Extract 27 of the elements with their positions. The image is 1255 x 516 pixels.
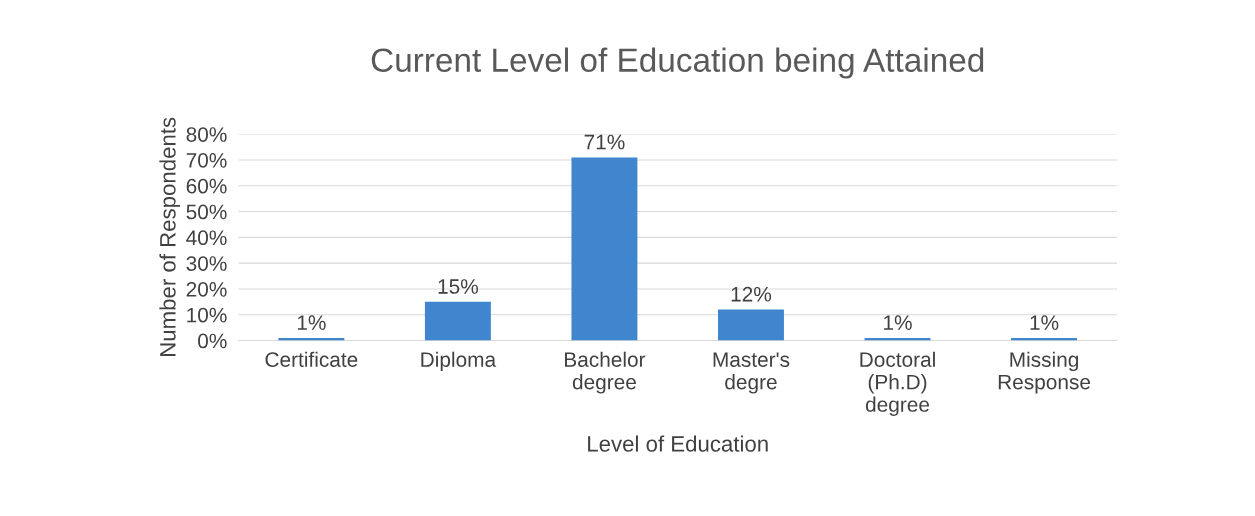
y-axis-title: Number of Respondents <box>159 117 181 356</box>
data-label: 1% <box>884 315 912 330</box>
y-tick-label: 30% <box>186 256 227 271</box>
y-tick-label: 80% <box>186 127 227 142</box>
x-tick-label: Certificate <box>265 351 358 367</box>
y-tick-label: 50% <box>186 204 227 220</box>
y-tick-label: 20% <box>186 281 227 297</box>
chart-title: Current Level of Education being Attained <box>371 47 984 79</box>
data-label: 12% <box>731 286 772 302</box>
bar <box>424 301 491 341</box>
y-tick-label: 70% <box>186 152 227 168</box>
data-label: 71% <box>584 134 625 150</box>
data-label: 15% <box>438 279 478 294</box>
y-tick-label: 60% <box>186 178 227 194</box>
x-axis-title: Level of Education <box>588 435 768 452</box>
bar <box>718 309 784 341</box>
data-label: 1% <box>297 315 326 330</box>
x-tick-label: Diploma <box>421 351 497 372</box>
y-tick-label: 10% <box>187 307 227 323</box>
data-label: 1% <box>1030 315 1059 330</box>
x-tick-label: Doctoral (Ph.D) degree <box>860 351 935 416</box>
y-tick-label: 0% <box>198 333 227 349</box>
x-tick-label: Master's degre <box>713 352 790 394</box>
x-tick-label: Bachelor degree <box>565 351 646 394</box>
y-tick-label: 40% <box>186 230 227 246</box>
x-tick-label: Missing Response <box>998 351 1091 394</box>
bar <box>571 157 638 341</box>
